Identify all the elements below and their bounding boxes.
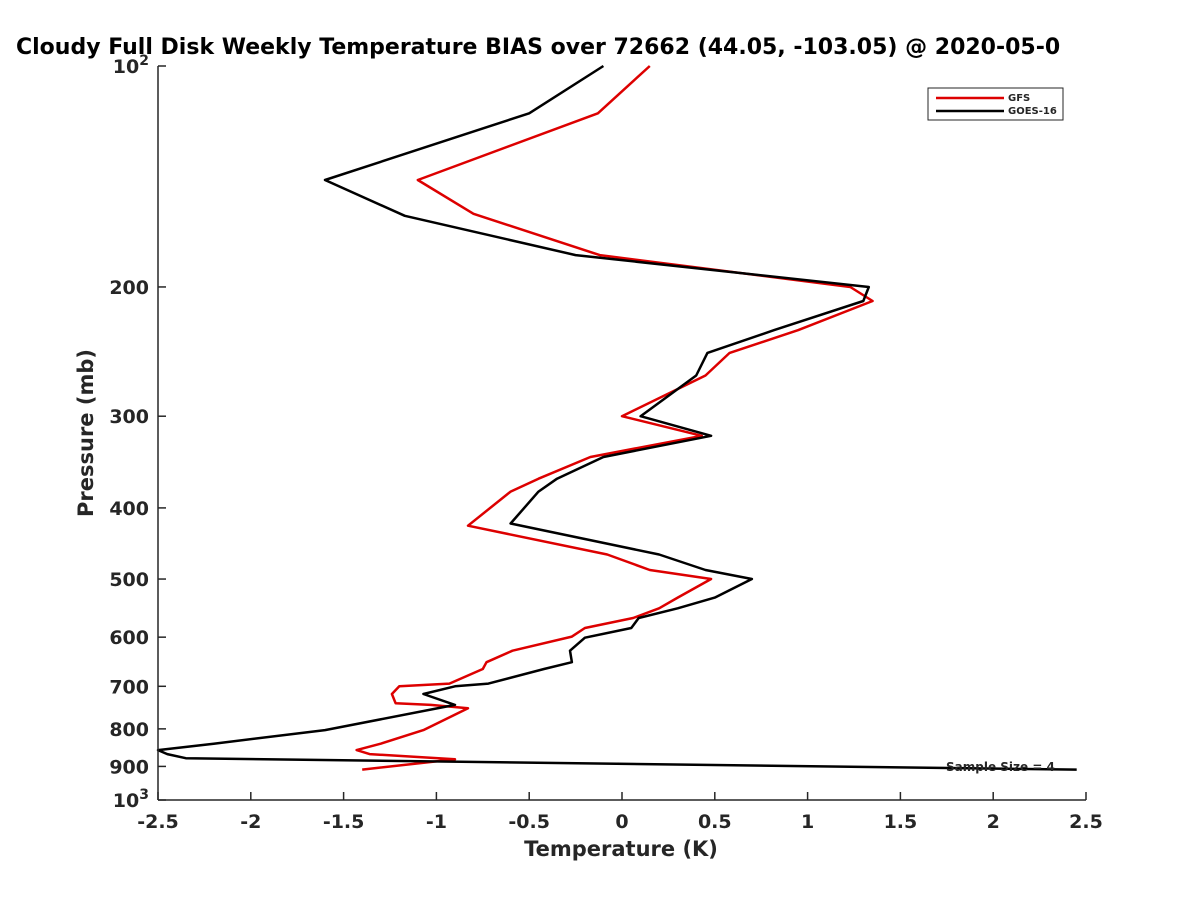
plot-lines [156,64,1077,771]
x-tick-label: 1.5 [884,811,918,833]
y-tick-label: 700 [109,676,149,698]
y-tick-label: 102 [113,53,149,78]
x-axis-label: Temperature (K) [524,837,718,861]
sample-size-annotation: Sample Size = 4 [946,760,1055,774]
y-ticks: 102 200 300 400 500 600 700 800 900 103 [109,53,166,812]
x-tick-label: -1 [426,811,447,833]
y-tick-label: 103 [113,787,149,812]
x-tick-label: 2.5 [1069,811,1103,833]
legend-box [927,87,1064,121]
series-line-gfs [355,65,874,771]
y-tick-label: 300 [109,406,149,428]
y-tick-label: 900 [109,756,149,778]
x-tick-label: 2 [987,811,1000,833]
x-tick-label: 1 [801,811,814,833]
chart-title: Cloudy Full Disk Weekly Temperature BIAS… [16,35,1060,60]
x-tick-label: -2 [240,811,261,833]
y-axis-label: Pressure (mb) [74,349,98,517]
legend: GFS GOES-16 [927,87,1064,121]
x-tick-label: 0.5 [698,811,732,833]
legend-label-goes16: GOES-16 [1008,106,1057,117]
x-tick-label: 0 [615,811,628,833]
x-tick-label: -1.5 [323,811,365,833]
series-line-goes16 [156,64,1077,771]
legend-label-gfs: GFS [1008,93,1030,104]
x-ticks: -2.5 -2 -1.5 -1 -0.5 0 0.5 1 1.5 2 2.5 [137,792,1103,833]
x-tick-label: -0.5 [508,811,550,833]
y-tick-label: 800 [109,719,149,741]
x-tick-label: -2.5 [137,811,179,833]
y-tick-label: 200 [109,277,149,299]
y-tick-label: 500 [109,569,149,591]
y-tick-label: 400 [109,498,149,520]
axes: -2.5 -2 -1.5 -1 -0.5 0 0.5 1 1.5 2 2.5 102 200 300 40… [109,53,1103,833]
y-tick-label: 600 [109,627,149,649]
